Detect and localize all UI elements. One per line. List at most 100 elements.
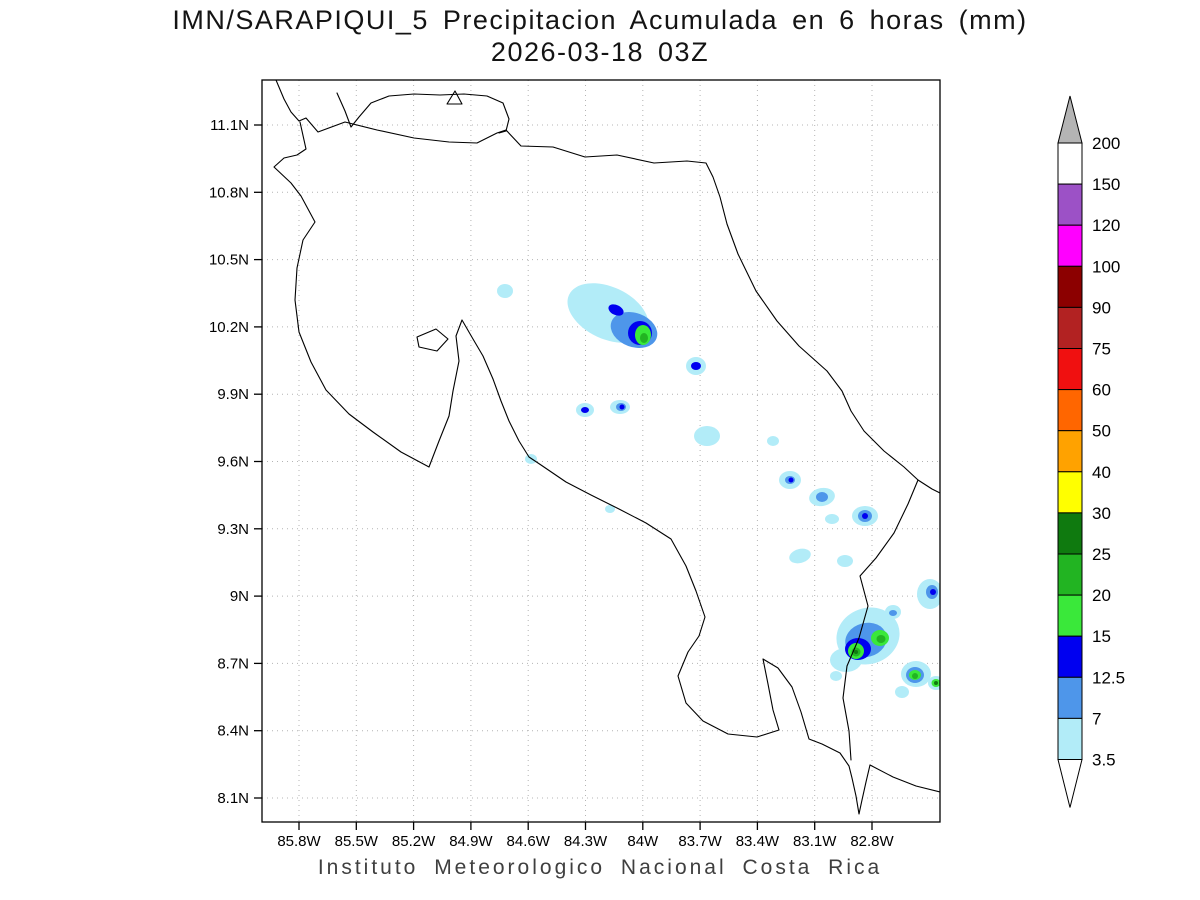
- colorbar-band: [1057, 183, 1083, 226]
- precip-cell: [816, 492, 828, 502]
- x-tick-label: 85.8W: [277, 833, 321, 850]
- precip-cell: [767, 436, 779, 446]
- x-tick-label: 83.1W: [793, 833, 837, 850]
- colorbar-level-label: 15: [1092, 627, 1111, 646]
- colorbar-level-label: 200: [1092, 134, 1120, 153]
- y-tick-label: 8.1N: [217, 790, 249, 807]
- precip-cell: [694, 426, 720, 446]
- colorbar-level-label: 30: [1092, 504, 1111, 523]
- y-tick-label: 8.4N: [217, 723, 249, 740]
- colorbar-band: [1057, 430, 1083, 473]
- colorbar-level-label: 20: [1092, 586, 1111, 605]
- y-tick-label: 9.3N: [217, 521, 249, 538]
- x-tick-label: 85.2W: [392, 833, 436, 850]
- colorbar-band: [1057, 512, 1083, 555]
- precip-cell: [608, 304, 624, 316]
- precip-cell: [788, 477, 794, 483]
- precip-cell: [497, 284, 513, 298]
- footer-caption: Instituto Meteorologico Nacional Costa R…: [317, 856, 883, 879]
- y-tick-label: 11.1N: [210, 117, 249, 134]
- y-tick-label: 10.2N: [209, 319, 249, 336]
- precip-cell: [574, 286, 604, 310]
- chart-title: IMN/SARAPIQUI_5 Precipitacion Acumulada …: [0, 4, 1200, 68]
- colorbar-level-label: 40: [1092, 463, 1111, 482]
- colorbar-level-label: 3.5: [1092, 751, 1116, 770]
- colorbar-level-label: 60: [1092, 381, 1111, 400]
- colorbar-band: [1057, 471, 1083, 514]
- colorbar-band: [1057, 553, 1083, 596]
- x-tick-label: 84W: [627, 833, 659, 850]
- precip-cell: [934, 681, 938, 685]
- chart-title-line1: IMN/SARAPIQUI_5 Precipitacion Acumulada …: [172, 5, 1028, 35]
- y-tick-label: 9N: [230, 588, 249, 605]
- colorbar-band: [1057, 224, 1083, 267]
- x-tick-label: 83.7W: [678, 833, 722, 850]
- colorbar-level-label: 150: [1092, 175, 1120, 194]
- colorbar-level-label: 25: [1092, 545, 1111, 564]
- precip-cell: [525, 454, 537, 464]
- colorbar-level-label: 12.5: [1092, 668, 1125, 687]
- precip-cell: [825, 514, 839, 524]
- colorbar-level-label: 75: [1092, 340, 1111, 359]
- colorbar-band: [1057, 635, 1083, 678]
- x-tick-label: 84.6W: [507, 833, 551, 850]
- precip-cell: [854, 650, 858, 654]
- precip-cell: [619, 404, 625, 410]
- colorbar-band: [1057, 348, 1083, 391]
- colorbar-top-arrow: [1057, 95, 1083, 144]
- colorbar-level-label: 100: [1092, 257, 1120, 276]
- colorbar-level-label: 90: [1092, 298, 1111, 317]
- precip-cell: [930, 589, 936, 595]
- chart-title-line2: 2026-03-18 03Z: [490, 37, 710, 67]
- precip-cell: [605, 505, 615, 513]
- panama-border: [842, 479, 919, 761]
- precip-cell: [889, 610, 897, 616]
- x-tick-label: 84.9W: [449, 833, 493, 850]
- x-tick-label: 85.5W: [335, 833, 379, 850]
- colorbar-bottom-arrow: [1057, 759, 1083, 808]
- chira-island: [416, 328, 449, 352]
- precip-cell: [912, 673, 918, 679]
- precip-cell: [581, 407, 589, 413]
- colorbar-band: [1057, 265, 1083, 308]
- colorbar-level-label: 120: [1092, 216, 1120, 235]
- lake-island: [446, 90, 463, 105]
- colorbar-level-label: 7: [1092, 709, 1101, 728]
- plot-frame: [261, 79, 941, 823]
- y-tick-label: 10.8N: [209, 184, 249, 201]
- lake-nicaragua-shore: [336, 92, 510, 134]
- colorbar-band: [1057, 142, 1083, 185]
- gridlines: [262, 80, 940, 822]
- nicaragua-border-and-caribbean-coast: [275, 80, 940, 494]
- x-tick-label: 83.4W: [736, 833, 780, 850]
- colorbar-band: [1057, 717, 1083, 761]
- precip-cell: [640, 333, 648, 343]
- colorbar-band: [1057, 306, 1083, 349]
- precip-cell: [691, 362, 701, 370]
- y-tick-label: 9.9N: [217, 386, 249, 403]
- colorbar-level-label: 50: [1092, 422, 1111, 441]
- x-tick-label: 84.3W: [564, 833, 608, 850]
- precip-cell: [876, 635, 886, 643]
- coastlines: [273, 80, 940, 815]
- precip-cell: [789, 548, 811, 564]
- panama-pacific-coast: [869, 764, 940, 793]
- precip-cell: [837, 555, 853, 567]
- pacific-coastline: [273, 121, 871, 815]
- colorbar: 200 150 120 100 90 75 60 50 40 30 25 20 15 12.5 7 3.5: [1057, 95, 1125, 808]
- precip-cell: [895, 686, 909, 698]
- colorbar-band: [1057, 594, 1083, 637]
- y-tick-label: 8.7N: [217, 655, 249, 672]
- axis-tick-labels: 11.1N 10.8N 10.5N 10.2N 9.9N 9.6N 9.3N 9N 8.7N 8.…: [209, 117, 895, 850]
- y-tick-label: 10.5N: [209, 252, 249, 269]
- precip-cell: [830, 671, 842, 681]
- y-tick-label: 9.6N: [217, 454, 249, 471]
- colorbar-band: [1057, 676, 1083, 719]
- x-tick-label: 82.8W: [850, 833, 894, 850]
- precip-cell: [862, 513, 868, 519]
- axis-ticks: [254, 124, 873, 830]
- precipitation-shading: [497, 283, 940, 698]
- colorbar-band: [1057, 389, 1083, 432]
